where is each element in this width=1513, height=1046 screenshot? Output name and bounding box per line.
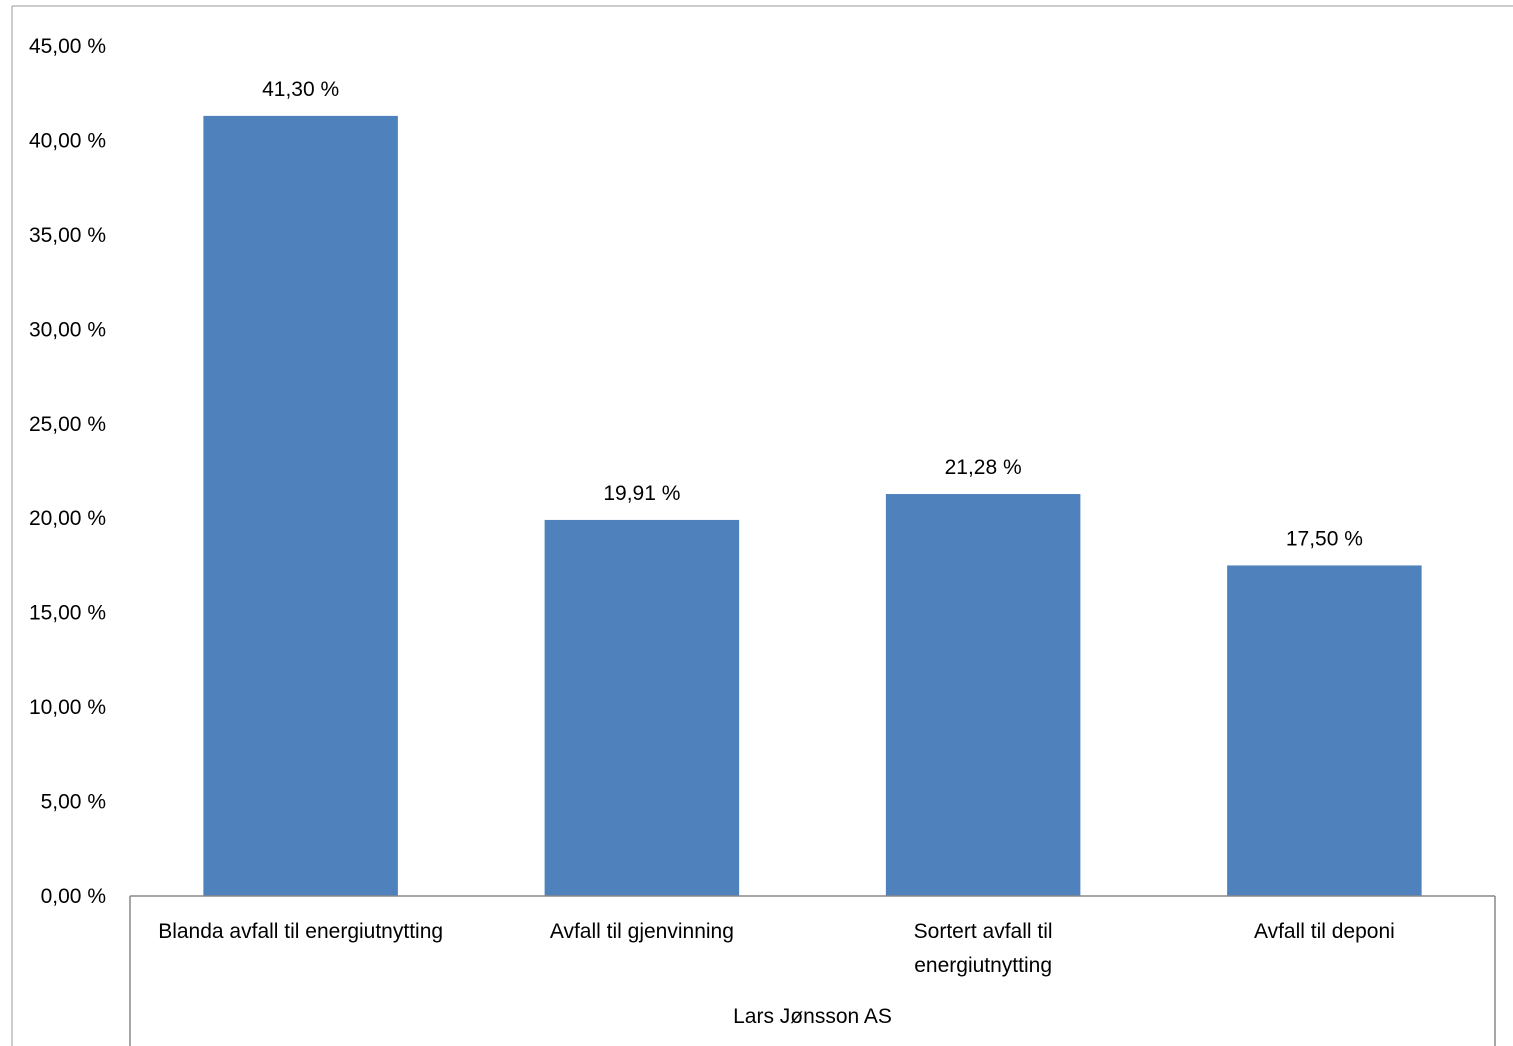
y-tick-label: 40,00 % — [29, 129, 106, 152]
category-label: Avfall til deponi — [1254, 920, 1395, 943]
data-label: 17,50 % — [1286, 527, 1363, 550]
data-label: 41,30 % — [262, 78, 339, 101]
y-tick-label: 35,00 % — [29, 224, 106, 247]
bar — [1227, 565, 1422, 896]
y-tick-label: 5,00 % — [41, 791, 106, 814]
data-labels: 41,30 % 19,91 % 21,28 % 17,50 % — [262, 78, 1363, 551]
y-tick-label: 25,00 % — [29, 413, 106, 436]
y-tick-label: 30,00 % — [29, 318, 106, 341]
category-label: Sortert avfall til energiutnytting — [914, 920, 1053, 977]
x-axis: Blanda avfall til energiutnytting Avfall … — [129, 895, 1496, 1046]
y-tick-label: 0,00 % — [41, 885, 106, 908]
data-label: 21,28 % — [945, 456, 1022, 479]
bar — [203, 115, 398, 896]
data-label: 19,91 % — [603, 482, 680, 505]
group-label: Lars Jønsson AS — [733, 1005, 892, 1028]
bars — [203, 115, 1422, 896]
y-axis-ticks: 0,00 % 5,00 % 10,00 % 15,00 % 20,00 % 25,00 %… — [29, 35, 106, 908]
bar — [544, 519, 740, 896]
bar — [885, 494, 1081, 896]
category-label: Blanda avfall til energiutnytting — [158, 920, 443, 943]
category-label: Avfall til gjenvinning — [550, 920, 734, 943]
y-tick-label: 20,00 % — [29, 507, 106, 530]
y-tick-label: 45,00 % — [29, 35, 106, 58]
y-tick-label: 15,00 % — [29, 602, 106, 625]
y-tick-label: 10,00 % — [29, 696, 106, 719]
